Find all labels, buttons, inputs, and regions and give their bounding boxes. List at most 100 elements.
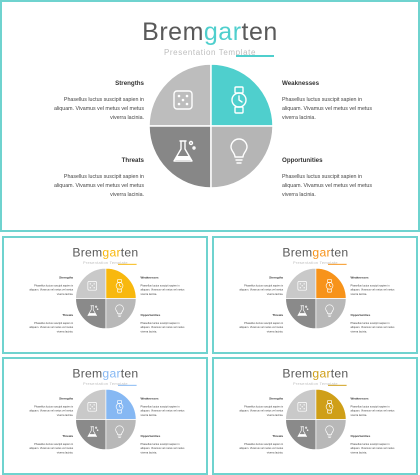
dice-icon bbox=[297, 402, 307, 412]
flask-icon bbox=[87, 305, 99, 316]
brand-title-part: Brem bbox=[142, 18, 204, 46]
threats-text: Phasellus luctus suscipit sapien in aliqu… bbox=[15, 321, 74, 334]
slide-thumbnail-blue[interactable]: Bremgarten Presentation Template Strengths… bbox=[2, 357, 208, 475]
weaknesses-heading: Weaknesses bbox=[282, 80, 320, 87]
swot-pie bbox=[285, 267, 347, 330]
title-underline bbox=[118, 384, 137, 386]
text-line: aliquam. Vivamus vel metus vel metus bbox=[239, 409, 284, 413]
text-line: viverra lacinia. bbox=[140, 414, 158, 418]
text-line: viverra lacinia. bbox=[266, 414, 284, 418]
text-line: Phasellus luctus suscipit sapien in bbox=[282, 174, 363, 180]
text-line: viverra lacinia. bbox=[56, 414, 74, 418]
brand-title: Bremgarten bbox=[214, 366, 416, 381]
slide-thumbnail-yellow[interactable]: Bremgarten Presentation Template Strengths… bbox=[2, 236, 208, 354]
opportunities-heading: Opportunities bbox=[350, 313, 371, 317]
watch-icon bbox=[231, 86, 247, 114]
strengths-heading: Strengths bbox=[59, 276, 74, 280]
text-line: Phasellus luctus suscipit sapien in bbox=[350, 405, 390, 409]
title-underline bbox=[328, 384, 347, 386]
dice-icon bbox=[87, 281, 97, 291]
text-line: aliquam. Vivamus vel metus vel metus bbox=[54, 183, 144, 189]
flask-icon bbox=[297, 305, 309, 316]
strengths-text: Phasellus luctus suscipit sapien in aliqu… bbox=[15, 284, 74, 297]
text-line: aliquam. Vivamus vel metus vel metus bbox=[350, 447, 395, 451]
text-line: Phasellus luctus suscipit sapien in bbox=[350, 321, 390, 325]
weaknesses-heading: Weaknesses bbox=[350, 397, 369, 401]
flask-icon bbox=[297, 426, 309, 437]
text-line: Phasellus luctus suscipit sapien in bbox=[34, 405, 74, 409]
text-line: aliquam. Vivamus vel metus vel metus bbox=[29, 447, 74, 451]
threats-heading: Threats bbox=[62, 313, 74, 317]
brand-title: Bremgarten bbox=[4, 366, 206, 381]
brand-title-accent: gar bbox=[203, 18, 242, 46]
strengths-text: Phasellus luctus suscipit sapien in aliqu… bbox=[15, 405, 74, 418]
opportunities-text: Phasellus luctus suscipit sapien in aliqu… bbox=[282, 173, 402, 200]
slide-thumbnail-gold[interactable]: Bremgarten Presentation Template Strengths… bbox=[212, 357, 418, 475]
brand-title-part: ten bbox=[120, 366, 139, 381]
weaknesses-text: Phasellus luctus suscipit sapien in aliqu… bbox=[141, 284, 200, 297]
brand-title-part: ten bbox=[330, 366, 349, 381]
text-line: Phasellus luctus suscipit sapien in bbox=[282, 97, 363, 103]
strengths-heading: Strengths bbox=[269, 276, 284, 280]
brand-title-part: Brem bbox=[72, 366, 103, 381]
title-underline bbox=[118, 263, 137, 265]
threats-text: Phasellus luctus suscipit sapien in aliqu… bbox=[225, 321, 283, 334]
text-line: viverra lacinia. bbox=[140, 293, 158, 297]
text-line: aliquam. Vivamus vel metus vel metus bbox=[282, 106, 372, 112]
text-line: aliquam. Vivamus vel metus vel metus bbox=[239, 447, 284, 451]
slide-thumbnail-orange[interactable]: Bremgarten Presentation Template Strengths… bbox=[212, 236, 418, 354]
text-line: aliquam. Vivamus vel metus vel metus bbox=[54, 106, 144, 112]
brand-title-part: Brem bbox=[282, 245, 313, 260]
lightbulb-icon bbox=[325, 425, 334, 438]
weaknesses-text: Phasellus luctus suscipit sapien in aliqu… bbox=[282, 96, 402, 123]
threats-heading: Threats bbox=[272, 434, 284, 438]
text-line: Phasellus luctus suscipit sapien in bbox=[34, 284, 74, 288]
text-line: viverra lacinia. bbox=[350, 293, 368, 297]
strengths-quadrant bbox=[75, 388, 107, 420]
strengths-heading: Strengths bbox=[115, 80, 144, 87]
opportunities-heading: Opportunities bbox=[140, 434, 161, 438]
brand-title-part: Brem bbox=[72, 245, 103, 260]
text-line: Phasellus luctus suscipit sapien in bbox=[244, 405, 284, 409]
text-line: viverra lacinia. bbox=[56, 293, 74, 297]
lightbulb-icon bbox=[115, 425, 124, 438]
dice-icon bbox=[87, 402, 97, 412]
opportunities-heading: Opportunities bbox=[350, 434, 371, 438]
subtitle: Presentation Template bbox=[82, 260, 128, 265]
brand-title-part: Brem bbox=[282, 366, 313, 381]
threats-heading: Threats bbox=[121, 157, 144, 164]
watch-icon bbox=[115, 279, 124, 293]
text-line: viverra lacinia. bbox=[282, 115, 316, 121]
text-line: Phasellus luctus suscipit sapien in bbox=[34, 442, 74, 446]
weaknesses-text: Phasellus luctus suscipit sapien in aliqu… bbox=[351, 284, 410, 297]
brand-title: Bremgarten bbox=[2, 18, 418, 47]
text-line: viverra lacinia. bbox=[110, 192, 144, 198]
slide-main[interactable]: Bremgarten Presentation Template Strengths… bbox=[0, 0, 420, 232]
weaknesses-quadrant bbox=[105, 267, 137, 299]
text-line: Phasellus luctus suscipit sapien in bbox=[63, 97, 144, 103]
subtitle: Presentation Template bbox=[292, 381, 338, 386]
opportunities-heading: Opportunities bbox=[282, 157, 323, 164]
text-line: aliquam. Vivamus vel metus vel metus bbox=[350, 326, 395, 330]
strengths-text: Phasellus luctus suscipit sapien in aliqu… bbox=[225, 284, 284, 297]
text-line: aliquam. Vivamus vel metus vel metus bbox=[140, 447, 185, 451]
threats-text: Phasellus luctus suscipit sapien in aliqu… bbox=[15, 442, 74, 455]
text-line: Phasellus luctus suscipit sapien in bbox=[140, 321, 180, 325]
flask-icon bbox=[173, 140, 196, 162]
weaknesses-heading: Weaknesses bbox=[140, 397, 159, 401]
text-line: aliquam. Vivamus vel metus vel metus bbox=[29, 288, 74, 292]
dice-icon bbox=[173, 90, 193, 110]
threats-heading: Threats bbox=[62, 434, 74, 438]
text-line: Phasellus luctus suscipit sapien in bbox=[34, 321, 74, 325]
text-line: Phasellus luctus suscipit sapien in bbox=[140, 405, 180, 409]
subtitle: Presentation Template bbox=[292, 260, 338, 265]
text-line: viverra lacinia. bbox=[350, 414, 368, 418]
text-line: Phasellus luctus suscipit sapien in bbox=[350, 442, 390, 446]
text-line: aliquam. Vivamus vel metus vel metus bbox=[140, 326, 185, 330]
strengths-heading: Strengths bbox=[269, 397, 284, 401]
watch-icon bbox=[325, 400, 334, 414]
lightbulb-icon bbox=[325, 304, 334, 317]
text-line: aliquam. Vivamus vel metus vel metus bbox=[239, 288, 284, 292]
threats-text: Phasellus luctus suscipit sapien in aliqu… bbox=[24, 173, 144, 200]
text-line: Phasellus luctus suscipit sapien in bbox=[140, 284, 180, 288]
